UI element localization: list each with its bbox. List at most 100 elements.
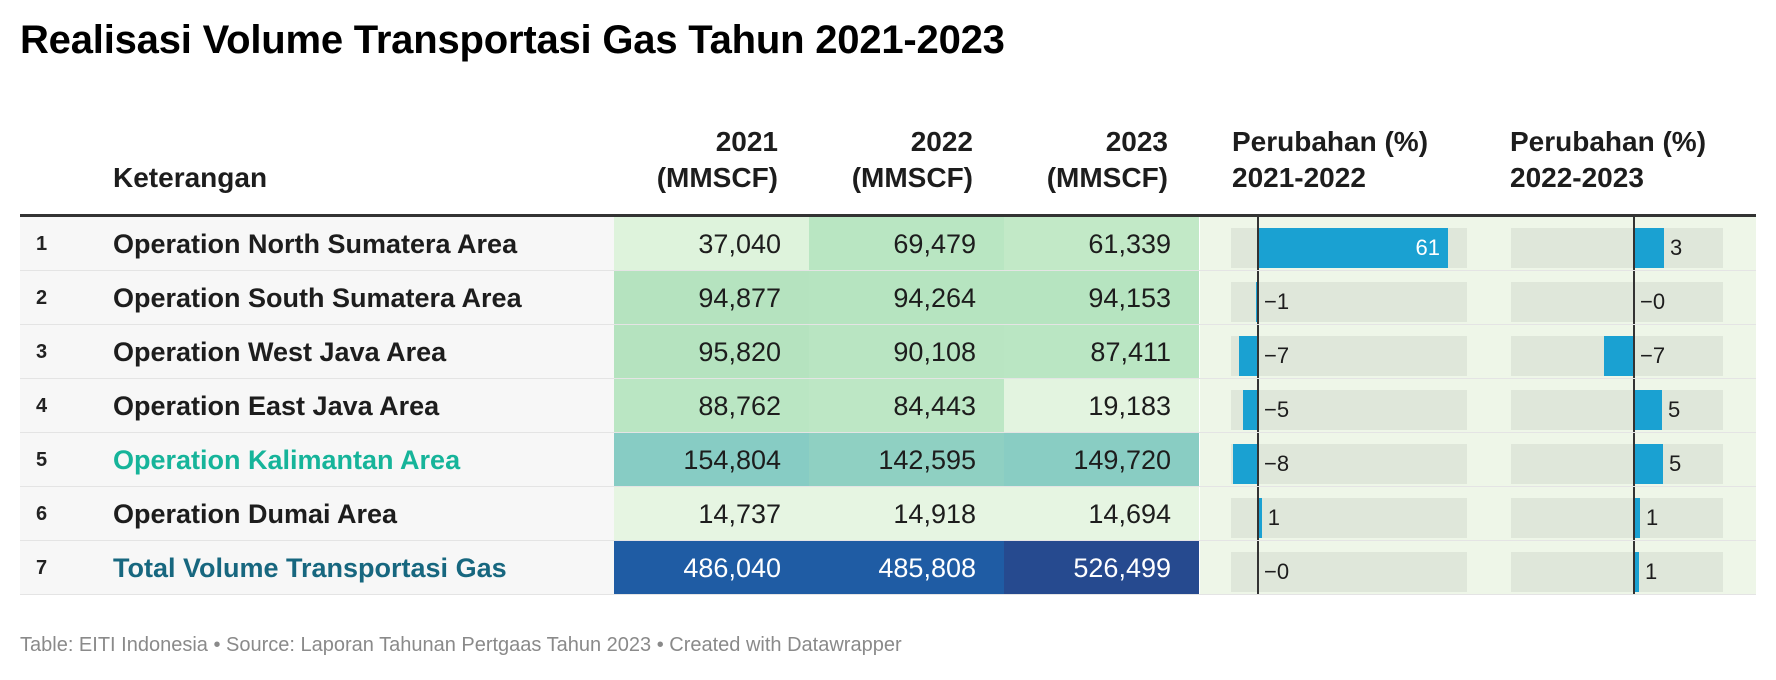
header-change1-title: Perubahan (%) — [1232, 126, 1429, 157]
zero-axis — [1257, 217, 1259, 271]
change-label: 61 — [1415, 235, 1440, 260]
change-bar — [1634, 390, 1662, 430]
change-bar — [1239, 336, 1258, 376]
value-cell-2021: 37,040 — [614, 217, 809, 271]
value-cell-2021: 154,804 — [614, 433, 809, 487]
row-label: Total Volume Transportasi Gas — [113, 553, 507, 583]
bar-track — [1511, 444, 1723, 484]
header-2023-year: 2023 — [1105, 126, 1168, 157]
bar-track — [1511, 228, 1723, 268]
table-row: 2 Operation South Sumatera Area 94,877 94,2… — [20, 271, 1756, 325]
row-label: Operation Kalimantan Area — [113, 445, 461, 475]
value-cell-2023: 149,720 — [1004, 433, 1199, 487]
value-cell-2022: 69,479 — [809, 217, 1004, 271]
value-cell-2023: 14,694 — [1004, 487, 1199, 541]
zero-axis — [1633, 217, 1635, 271]
change-label: 5 — [1668, 397, 1681, 422]
value-cell-2021: 14,737 — [614, 487, 809, 541]
header-2021-year: 2021 — [715, 126, 778, 157]
table-row: 5 Operation Kalimantan Area 154,804 142,595… — [20, 433, 1756, 487]
table-row: 6 Operation Dumai Area 14,737 14,918 14,694 1… — [20, 487, 1756, 541]
header-keterangan: Keterangan — [113, 162, 268, 193]
row-label: Operation North Sumatera Area — [113, 229, 518, 259]
row-label: Operation South Sumatera Area — [113, 283, 522, 313]
change-bar — [1233, 444, 1258, 484]
change-bar — [1634, 228, 1664, 268]
row-background — [20, 487, 614, 540]
change-bar — [1258, 498, 1262, 538]
row-divider — [20, 432, 1756, 433]
table-row: 4 Operation East Java Area 88,762 84,443 19,… — [20, 379, 1756, 433]
bar-track — [1231, 282, 1467, 322]
change-label: −0 — [1264, 559, 1290, 584]
bar-track — [1231, 498, 1467, 538]
value-cell-2023: 19,183 — [1004, 379, 1199, 433]
change-bar — [1258, 228, 1448, 268]
change-label: −0 — [1640, 289, 1666, 314]
row-background — [20, 433, 614, 486]
bar-track — [1231, 552, 1467, 592]
change-label: −7 — [1640, 343, 1666, 368]
zero-axis — [1633, 541, 1635, 595]
row-divider — [20, 540, 1756, 541]
row-index: 7 — [36, 557, 48, 579]
row-background — [20, 325, 614, 378]
value-cell-2022: 485,808 — [809, 541, 1004, 595]
zero-axis — [1257, 271, 1259, 325]
change-label: −7 — [1264, 343, 1290, 368]
row-divider — [20, 324, 1756, 325]
row-divider — [20, 486, 1756, 487]
value-cell-2022: 14,918 — [809, 487, 1004, 541]
bar-track — [1511, 552, 1723, 592]
value-cell-2022: 90,108 — [809, 325, 1004, 379]
change-bar — [1604, 336, 1634, 376]
zero-axis — [1257, 325, 1259, 379]
row-label: Operation Dumai Area — [113, 499, 398, 529]
value-cell-2023: 61,339 — [1004, 217, 1199, 271]
zero-axis — [1633, 271, 1635, 325]
zero-axis — [1633, 325, 1635, 379]
change-label: −1 — [1264, 289, 1290, 314]
change-label: 5 — [1669, 451, 1682, 476]
value-cell-2023: 526,499 — [1004, 541, 1199, 595]
header-2022-year: 2022 — [910, 126, 973, 157]
change-label: 1 — [1645, 559, 1658, 584]
value-cell-2021: 95,820 — [614, 325, 809, 379]
change-bar — [1634, 444, 1663, 484]
value-cell-2023: 87,411 — [1004, 325, 1199, 379]
row-label: Operation East Java Area — [113, 391, 440, 421]
row-divider — [20, 378, 1756, 379]
header-2021: 2021 (MMSCF) — [578, 124, 778, 196]
value-cell-2023: 94,153 — [1004, 271, 1199, 325]
value-cell-2022: 84,443 — [809, 379, 1004, 433]
zero-axis — [1257, 487, 1259, 541]
header-2022-unit: (MMSCF) — [851, 162, 973, 193]
row-index: 2 — [36, 287, 48, 309]
table-row: 7 Total Volume Transportasi Gas 486,040 485… — [20, 541, 1756, 595]
footer-credit: Table: EITI Indonesia • Source: Laporan … — [20, 634, 902, 656]
row-divider — [20, 594, 1756, 595]
bar-track — [1511, 390, 1723, 430]
zero-axis — [1257, 541, 1259, 595]
zero-axis — [1633, 433, 1635, 487]
row-index: 6 — [36, 503, 48, 525]
value-cell-2021: 88,762 — [614, 379, 809, 433]
zero-axis — [1633, 379, 1635, 433]
zero-axis — [1257, 379, 1259, 433]
header-change-2022-2023: Perubahan (%) 2022-2023 — [1510, 124, 1706, 196]
change-label: −8 — [1264, 451, 1290, 476]
table-row: 3 Operation West Java Area 95,820 90,108 87,… — [20, 325, 1756, 379]
change-bar — [1242, 390, 1258, 430]
bar-track — [1231, 444, 1467, 484]
bar-track — [1231, 336, 1467, 376]
row-index: 1 — [36, 233, 48, 255]
table-row: 1 Operation North Sumatera Area 37,040 69,4… — [20, 217, 1756, 271]
header-2023: 2023 (MMSCF) — [968, 124, 1168, 196]
page-title: Realisasi Volume Transportasi Gas Tahun … — [20, 18, 1005, 62]
value-cell-2021: 94,877 — [614, 271, 809, 325]
header-change2-period: 2022-2023 — [1510, 162, 1644, 193]
header-change1-period: 2021-2022 — [1232, 162, 1366, 193]
row-label: Operation West Java Area — [113, 337, 447, 367]
value-cell-2022: 142,595 — [809, 433, 1004, 487]
header-rule — [20, 214, 1756, 217]
